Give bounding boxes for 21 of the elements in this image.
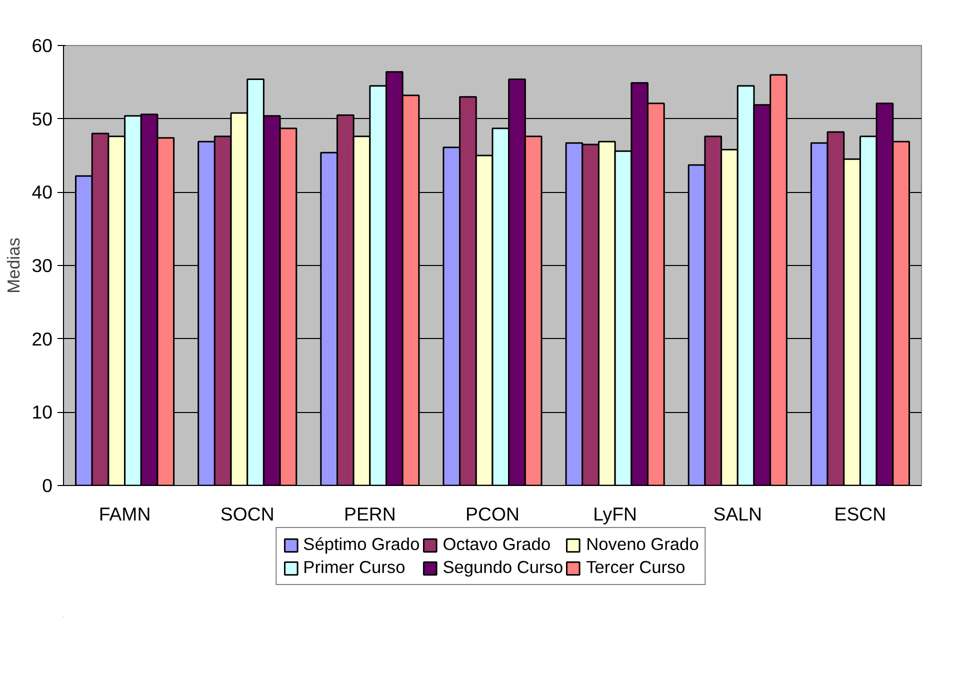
y-tick-label: 30 — [32, 255, 53, 276]
y-tick-label: 0 — [42, 475, 53, 496]
x-tick-label: FAMN — [98, 504, 151, 524]
x-tick-label: SOCN — [220, 504, 274, 524]
x-tick-label: ESCN — [834, 504, 886, 524]
x-tick-label: SALN — [713, 504, 762, 524]
legend-label: Séptimo Grado — [303, 534, 420, 555]
legend-label: Segundo Curso — [442, 557, 564, 578]
x-tick-label: LyFN — [593, 504, 638, 524]
y-tick-label: 50 — [32, 108, 53, 130]
x-tick-label: PERN — [344, 504, 396, 524]
y-tick-label: 60 — [32, 35, 53, 56]
legend-label: Noveno Grado — [586, 534, 699, 555]
y-tick-label: 40 — [32, 182, 53, 203]
y-tick-label: 20 — [32, 328, 53, 350]
x-tick-label: PCON — [466, 504, 520, 524]
legend-label: Tercer Curso — [586, 557, 686, 578]
y-tick-label: 10 — [32, 402, 53, 423]
legend-label: Octavo Grado — [442, 534, 551, 555]
legend-label: Primer Curso — [303, 557, 406, 578]
y-axis-title: Medias — [4, 237, 24, 294]
